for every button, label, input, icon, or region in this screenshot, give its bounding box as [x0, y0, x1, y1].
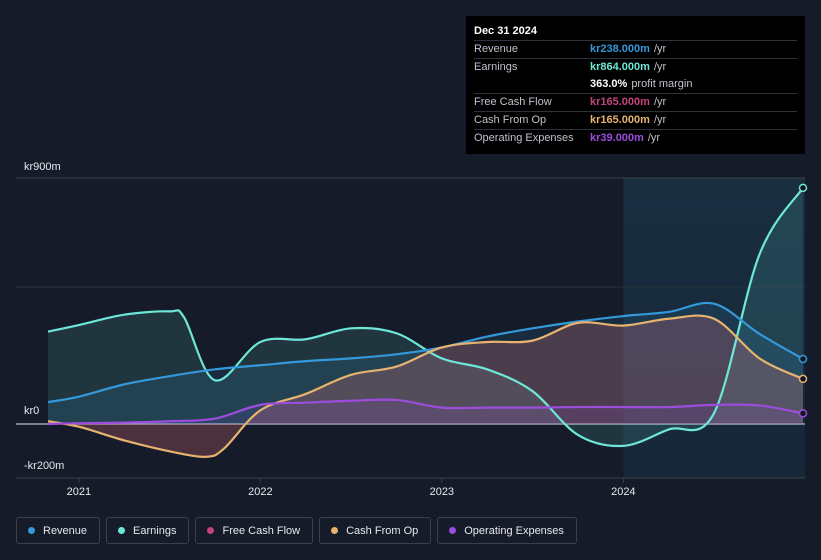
tooltip-row-value: kr165.000m: [590, 114, 650, 126]
tooltip-row-label: [474, 76, 590, 93]
tooltip-row: 363.0% profit margin: [474, 76, 797, 93]
tooltip-row-label: Cash From Op: [474, 114, 547, 126]
tooltip-row-label: Operating Expenses: [474, 132, 574, 144]
revenue-line: [47, 301, 804, 404]
revenue-end-marker[interactable]: [798, 354, 808, 364]
tooltip-row-unit: /yr: [647, 132, 661, 144]
series-lines: [47, 187, 804, 458]
revenue-area: [48, 302, 803, 424]
free-cash-flow-area: [48, 315, 803, 457]
tooltip-rows: Revenue kr238.000m/yr Earnings kr864.000m/y…: [474, 40, 797, 147]
tooltip-row-unit: profit margin: [631, 78, 693, 90]
legend-label: Earnings: [133, 524, 177, 537]
earnings-end-marker[interactable]: [798, 183, 808, 193]
legend-dot-icon: [207, 527, 215, 534]
tooltip-row: Free Cash Flow kr165.000m/yr: [474, 93, 797, 111]
legend-dot-icon: [449, 527, 457, 534]
legend-label: Free Cash Flow: [222, 524, 301, 537]
legend-item-cash-from-op[interactable]: Cash From Op: [319, 517, 432, 544]
tooltip-row-value: kr39.000m: [590, 132, 644, 144]
legend-dot-icon: [331, 527, 339, 534]
operating-expenses-end-marker[interactable]: [798, 409, 808, 418]
y-axis-label: kr900m: [24, 161, 61, 173]
legend-item-operating-expenses[interactable]: Operating Expenses: [437, 517, 577, 544]
legend-item-revenue[interactable]: Revenue: [16, 517, 101, 544]
tooltip-date: Dec 31 2024: [474, 25, 537, 37]
tooltip-row-value: kr238.000m: [590, 43, 650, 55]
series-end-markers: [798, 183, 808, 418]
legend-label: Operating Expenses: [464, 524, 564, 537]
tooltip-row: Earnings kr864.000m/yr: [474, 58, 797, 76]
x-tick-label: 2022: [248, 486, 272, 498]
tooltip-row-label: Revenue: [474, 43, 519, 55]
cash-from-op-area: [48, 315, 803, 457]
legend-label: Revenue: [43, 524, 88, 537]
earnings-area: [48, 187, 803, 447]
series-areas: [48, 187, 803, 457]
legend-item-free-cash-flow[interactable]: Free Cash Flow: [195, 517, 314, 544]
tooltip-row-unit: /yr: [653, 61, 667, 73]
x-tick-label: 2024: [611, 486, 635, 498]
tooltip-row-value: kr165.000m: [590, 96, 650, 108]
legend-item-earnings[interactable]: Earnings: [106, 517, 190, 544]
cash-from-op-line: [47, 314, 804, 458]
legend-dot-icon: [118, 527, 126, 534]
legend-dot-icon: [28, 527, 35, 534]
y-axis-label: kr0: [24, 405, 39, 417]
tooltip-row: Cash From Op kr165.000m/yr: [474, 111, 797, 129]
tooltip-row-value: 363.0%: [590, 78, 628, 90]
y-axis-label: -kr200m: [24, 460, 64, 472]
legend-label: Cash From Op: [346, 524, 419, 537]
tooltip-row-label: Free Cash Flow: [474, 96, 552, 108]
grid-lines: [16, 177, 805, 479]
x-tick-label: 2021: [67, 486, 91, 498]
operating-expenses-line: [47, 398, 804, 426]
x-tick-label: 2023: [430, 486, 454, 498]
y-axis-labels: kr900m kr0 -kr200m: [24, 161, 64, 472]
legend: Revenue Earnings Free Cash Flow Cash From O…: [16, 517, 577, 544]
tooltip-row-unit: /yr: [653, 43, 667, 55]
tooltip-row: Operating Expenses kr39.000m/yr: [474, 129, 797, 147]
operating-expenses-area: [48, 399, 803, 424]
tooltip-row-label: Earnings: [474, 61, 518, 73]
tooltip-row-unit: /yr: [653, 96, 667, 108]
tooltip: Dec 31 2024 Revenue kr238.000m/yr Earnings…: [466, 16, 805, 154]
x-axis-ticks: 2021 2022 2023 2024: [67, 478, 636, 498]
earnings-line: [47, 187, 804, 448]
cash-from-op-end-marker[interactable]: [798, 374, 808, 384]
future-highlight-band: [623, 178, 805, 478]
tooltip-row: Revenue kr238.000m/yr: [474, 40, 797, 58]
tooltip-row-unit: /yr: [653, 114, 667, 126]
tooltip-row-value: kr864.000m: [590, 61, 650, 73]
